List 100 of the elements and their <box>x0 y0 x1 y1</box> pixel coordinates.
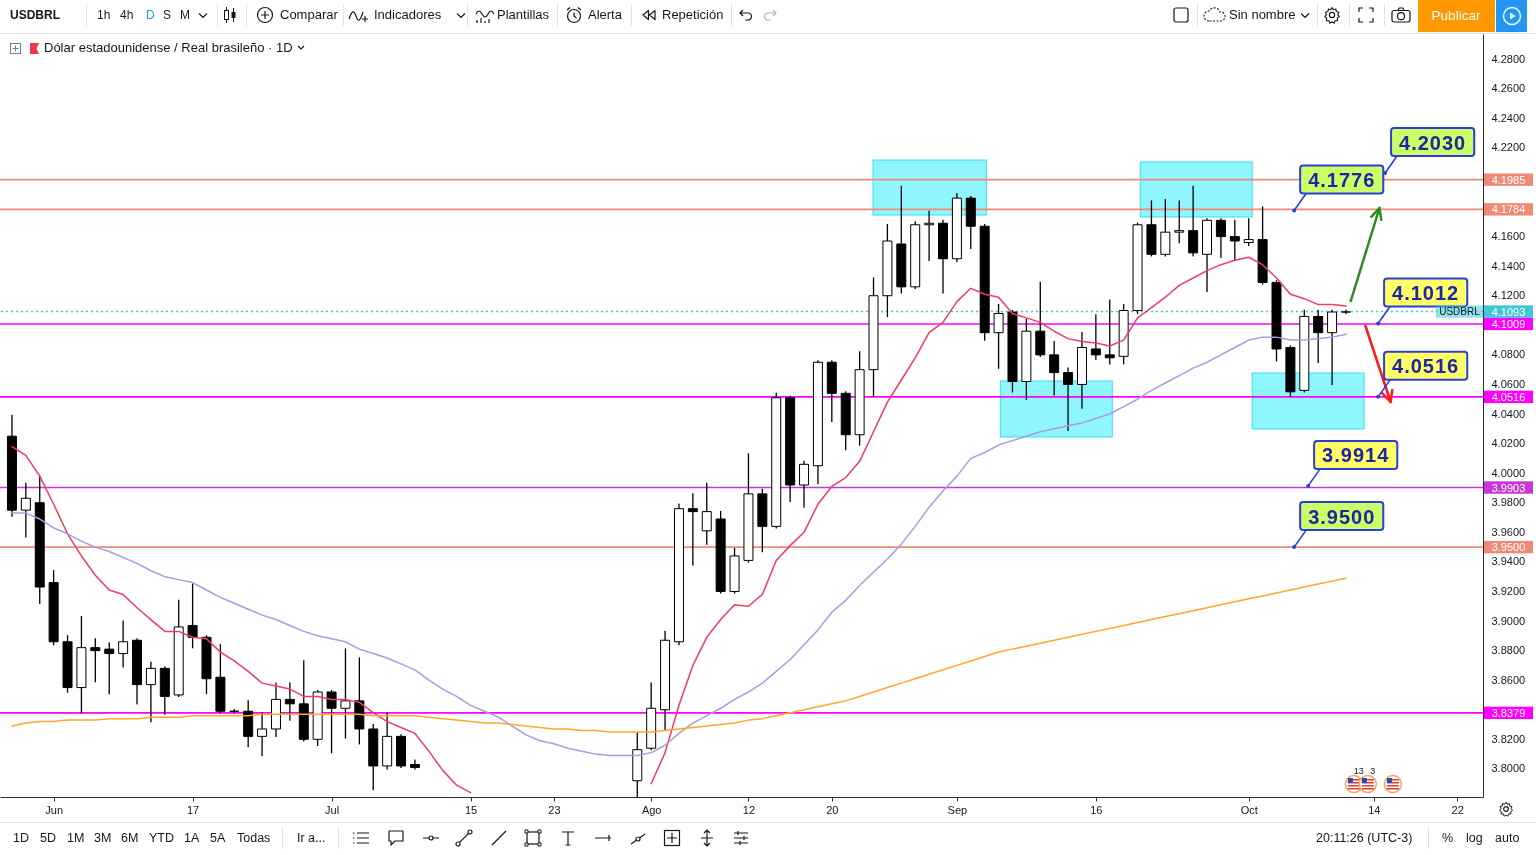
ref-line-label: 3.9903 <box>1491 481 1526 494</box>
text: Sin nombre <box>1229 7 1296 23</box>
text: Plantillas <box>497 7 550 23</box>
text: Alerta <box>588 7 622 23</box>
y-tick-label: 4.1200 <box>1491 289 1526 302</box>
candlestick <box>1160 198 1171 257</box>
text: auto <box>1495 830 1520 846</box>
text: Ir a... <box>297 830 326 846</box>
text: 6M <box>121 830 139 846</box>
candlestick <box>1327 309 1338 386</box>
candlestick <box>687 493 698 566</box>
text: 1M <box>67 830 85 846</box>
ref-line-label: 4.1784 <box>1491 203 1526 216</box>
x-tick-label: 20 <box>826 803 839 816</box>
ref-line-label: 3.9500 <box>1491 541 1526 554</box>
candlestick <box>118 620 129 668</box>
text: log <box>1466 830 1483 846</box>
x-tick-label: 15 <box>464 803 478 816</box>
text: Indicadores <box>374 7 442 23</box>
ref-line-label: 4.0516 <box>1491 390 1526 403</box>
candlestick <box>1188 185 1199 257</box>
candlestick <box>1313 309 1324 363</box>
annotation: 3 <box>1370 766 1376 776</box>
annotation: 4.1776 <box>1308 169 1376 192</box>
ref-line-label: 4.1985 <box>1491 173 1526 186</box>
candlestick <box>90 638 101 683</box>
y-tick-label: 3.8800 <box>1491 644 1526 657</box>
x-tick-label: 12 <box>742 803 756 816</box>
candlestick <box>1035 281 1046 357</box>
y-tick-label: 4.1400 <box>1491 259 1526 272</box>
text: USDBRL <box>10 7 60 23</box>
candlestick <box>326 689 337 754</box>
text: D <box>146 7 155 23</box>
y-tick-label: 3.8000 <box>1491 762 1526 775</box>
text: 4h <box>120 7 134 23</box>
candlestick <box>1215 218 1226 258</box>
y-tick-label: 4.0200 <box>1491 437 1526 450</box>
y-tick-label: 4.1600 <box>1491 230 1526 243</box>
text: 5D <box>40 830 56 846</box>
candlestick <box>1090 314 1101 360</box>
candlestick <box>701 482 712 545</box>
annotation: 4.1012 <box>1392 282 1460 305</box>
x-tick-label: 22 <box>1451 803 1464 816</box>
text: Publicar <box>1431 8 1481 24</box>
candlestick <box>1063 367 1074 431</box>
annotation: 3.9914 <box>1322 444 1390 467</box>
ref-line-label: 4.1009 <box>1491 317 1526 330</box>
y-tick-label: 3.8600 <box>1491 673 1526 686</box>
candlestick <box>993 303 1004 369</box>
x-tick-label: 14 <box>1368 803 1381 816</box>
x-tick-label: 17 <box>186 803 200 816</box>
y-tick-label: 4.0400 <box>1491 407 1526 420</box>
text: Todas <box>237 830 271 846</box>
y-tick-label: 3.9800 <box>1491 496 1526 509</box>
text: Comparar <box>280 7 338 23</box>
candlestick <box>1340 309 1351 315</box>
x-tick-label: Ago <box>641 803 662 816</box>
y-tick-label: 4.2600 <box>1491 82 1526 95</box>
x-tick-label: Jun <box>45 803 64 816</box>
text: 1D <box>13 830 29 846</box>
text: 1A <box>184 830 200 846</box>
candlestick <box>409 759 420 770</box>
x-tick-label: Oct <box>1240 803 1258 816</box>
text: 5A <box>210 830 226 846</box>
candlestick <box>104 642 115 695</box>
y-tick-label: 4.0800 <box>1491 348 1526 361</box>
y-tick-label: 4.2200 <box>1491 141 1526 154</box>
text: % <box>1442 830 1454 846</box>
text: Dólar estadounidense / Real brasileño · 1D <box>44 40 293 56</box>
text: M <box>180 7 190 23</box>
candlestick <box>1049 340 1060 396</box>
ref-line-label: 3.8379 <box>1491 706 1526 719</box>
text: 20:11:26 (UTC-3) <box>1316 830 1413 846</box>
annotation: 4.2030 <box>1399 131 1467 154</box>
text: YTD <box>149 830 174 846</box>
annotation: 13 <box>1353 766 1364 776</box>
y-tick-label: 3.9200 <box>1491 584 1526 597</box>
x-tick-label: Jul <box>325 803 340 816</box>
y-tick-label: 4.2400 <box>1491 111 1526 124</box>
candlestick <box>257 712 268 757</box>
candlestick <box>340 648 351 739</box>
line-series <box>11 577 1347 733</box>
candlestick <box>1243 218 1254 247</box>
y-tick-label: 3.8200 <box>1491 732 1526 745</box>
text: Repetición <box>662 7 724 23</box>
candlestick <box>145 661 156 723</box>
text: S <box>163 7 172 23</box>
candlestick <box>1104 299 1115 365</box>
text: 1h <box>97 7 111 23</box>
y-tick-label: 4.0000 <box>1491 466 1526 479</box>
y-tick-label: 3.9000 <box>1491 614 1526 627</box>
candlestick <box>284 682 295 721</box>
y-tick-label: 3.9400 <box>1491 555 1526 568</box>
annotation: 3.9500 <box>1308 505 1376 528</box>
x-tick-label: Sep <box>947 803 968 816</box>
candlestick <box>1229 219 1240 261</box>
candlestick <box>799 460 810 508</box>
x-tick-label: 16 <box>1090 803 1103 816</box>
x-tick-label: 23 <box>548 803 561 816</box>
candlestick <box>187 583 198 649</box>
